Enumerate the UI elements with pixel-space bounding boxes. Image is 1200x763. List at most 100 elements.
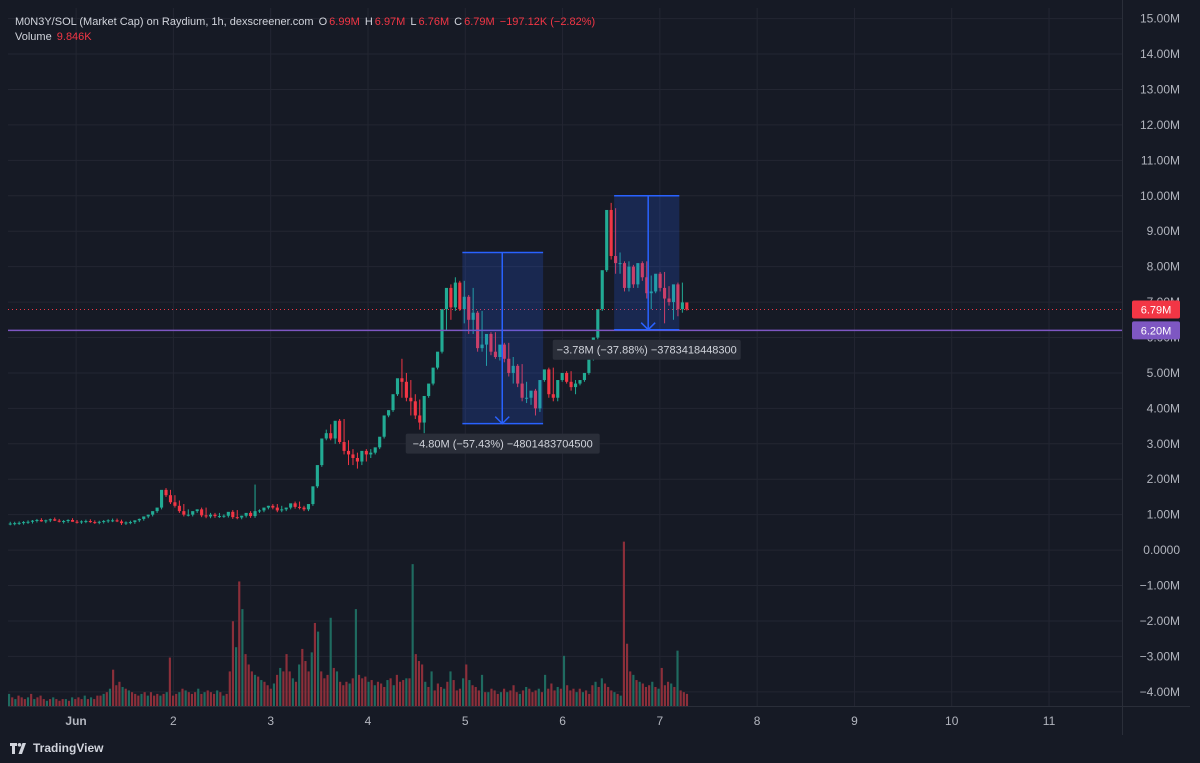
candle-body	[8, 523, 12, 525]
high-label: H	[364, 16, 373, 28]
volume-bar	[673, 686, 676, 706]
volume-bar	[534, 690, 537, 706]
candle-body	[422, 395, 426, 423]
volume-bar	[666, 681, 670, 706]
y-tick-label: 4.00M	[1147, 401, 1180, 415]
volume-bar	[635, 680, 638, 706]
volume-bar	[439, 686, 443, 706]
volume-bar	[474, 686, 477, 706]
candle-body	[204, 515, 208, 517]
volume-bar	[581, 692, 584, 706]
tradingview-attribution[interactable]: TradingView	[10, 739, 103, 757]
volume-bar	[127, 690, 130, 706]
volume-bar	[33, 699, 36, 706]
volume-bar	[414, 654, 417, 706]
x-tick-label: 2	[170, 714, 177, 728]
volume-bar	[361, 678, 364, 706]
candle-body	[547, 369, 551, 395]
candle-body	[338, 420, 342, 443]
candle-body	[663, 287, 667, 299]
y-tick-label: 10.00M	[1140, 189, 1180, 203]
candle-body	[222, 515, 226, 517]
volume-bar	[644, 686, 648, 706]
candle-body	[640, 263, 644, 278]
volume-bar	[219, 692, 222, 706]
volume-bar	[572, 688, 575, 706]
volume-bar	[102, 693, 105, 706]
candle-body	[373, 447, 377, 453]
volume-bar	[544, 674, 547, 706]
x-tick-label: 6	[559, 714, 566, 728]
candle-body	[119, 521, 124, 524]
candle-body	[151, 511, 155, 515]
candle-body	[293, 503, 297, 507]
volume-bar	[594, 681, 597, 706]
candle-body	[489, 333, 493, 352]
volume-bar	[499, 692, 503, 706]
volume-bar	[269, 688, 272, 706]
volume-bar	[23, 699, 26, 706]
volume-bar	[685, 693, 689, 706]
candle-body	[240, 515, 244, 518]
candle-body	[57, 520, 61, 522]
volume-bar	[462, 678, 465, 706]
candle-body	[26, 521, 30, 523]
candle-body	[17, 522, 21, 524]
volume-bar	[427, 686, 430, 706]
volume-bar	[291, 678, 294, 706]
volume-bar	[93, 699, 96, 706]
volume-bar	[562, 655, 566, 706]
candle-body	[471, 312, 475, 320]
candle-body	[346, 450, 351, 455]
candle-body	[525, 397, 529, 399]
volume-bar	[490, 688, 493, 706]
x-tick-label: 11	[1043, 714, 1056, 728]
volume-bar	[30, 693, 33, 706]
candle-body	[413, 401, 417, 416]
volume-bar	[326, 674, 329, 706]
volume-bar	[257, 676, 260, 706]
volume-bar	[556, 686, 559, 706]
measure-arrow-down-icon	[640, 322, 656, 331]
x-tick-label: 5	[462, 714, 469, 728]
candle-body	[39, 519, 43, 522]
volume-bar	[436, 683, 439, 706]
volume-bar	[71, 697, 74, 706]
volume-bar	[209, 692, 212, 706]
volume-bar	[515, 692, 518, 706]
candle-body	[231, 511, 235, 518]
volume-bar	[424, 681, 427, 706]
y-tick-label: −3.00M	[1140, 649, 1180, 663]
volume-bar	[121, 686, 124, 706]
candle-body	[70, 519, 75, 522]
candle-body	[622, 263, 627, 288]
volume-bar	[178, 692, 181, 706]
candle-body	[462, 296, 466, 310]
candle-body	[654, 273, 658, 292]
volume-bar	[130, 692, 134, 706]
volume-bar	[660, 667, 663, 706]
candle-body	[62, 521, 66, 523]
low-value: 6.76M	[418, 16, 450, 28]
volume-bar	[247, 664, 250, 706]
candle-body	[182, 511, 186, 515]
volume-bar	[153, 695, 156, 706]
candle-body	[177, 505, 181, 512]
candle-body	[676, 284, 680, 310]
candle-body	[551, 394, 555, 398]
candle-body	[106, 520, 110, 522]
candle-body	[306, 504, 311, 510]
volume-bar	[304, 661, 307, 706]
volume-bar	[471, 685, 474, 706]
volume-bar	[55, 699, 58, 706]
volume-bar	[162, 693, 165, 706]
volume-bar	[294, 681, 298, 706]
y-tick-label: 9.00M	[1147, 224, 1180, 238]
volume-bar	[345, 681, 348, 706]
volume-bar	[335, 671, 339, 706]
candle-body	[565, 372, 569, 382]
x-tick-label: Jun	[65, 714, 86, 728]
volume-bar	[540, 692, 544, 706]
volume-bar	[124, 688, 127, 706]
